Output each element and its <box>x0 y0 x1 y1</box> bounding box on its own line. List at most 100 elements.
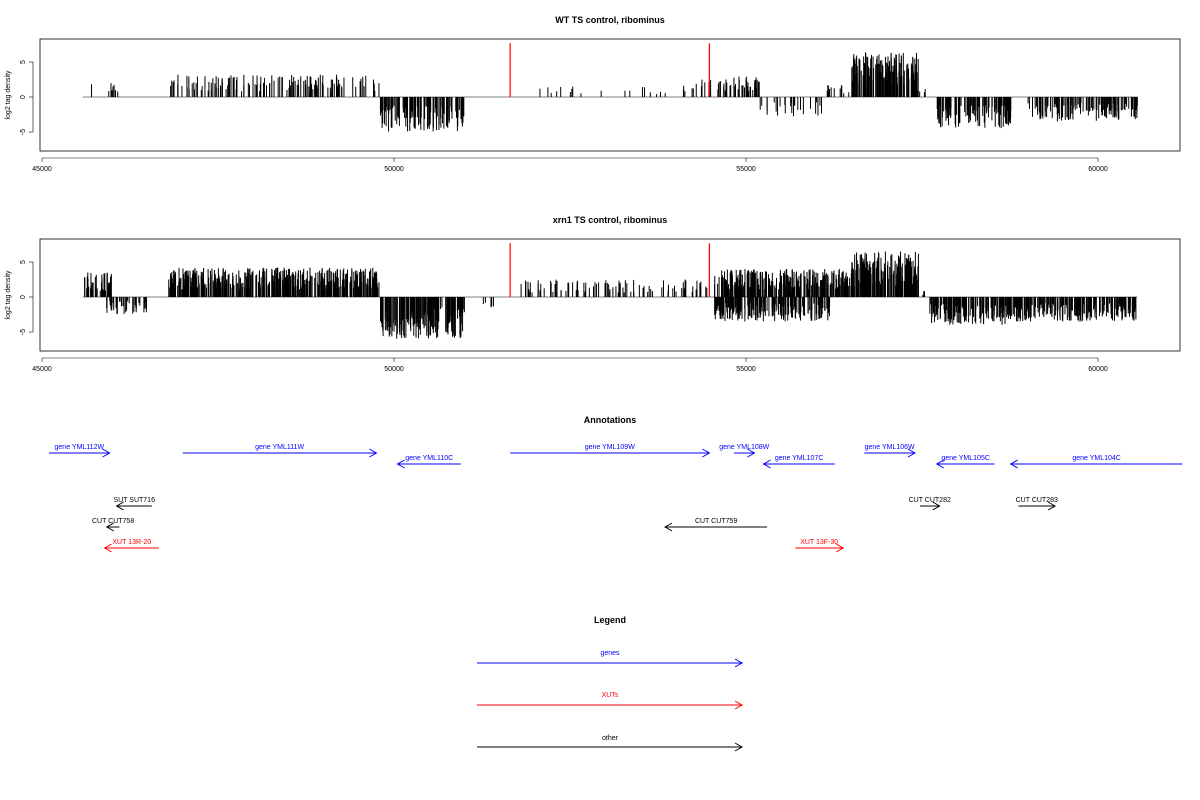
arrow-head-icon <box>747 448 756 458</box>
arrow-head-icon <box>105 522 115 532</box>
x-tick-label: 55000 <box>736 366 756 373</box>
panel-title: WT TS control, ribominus <box>555 15 665 25</box>
x-tick: 45000 <box>32 358 52 373</box>
y-axis: -5 0 5 <box>20 60 34 135</box>
arrow-head-icon <box>734 700 744 710</box>
feature-label: SUT SUT716 <box>113 497 155 504</box>
arrow-head-icon <box>762 459 771 469</box>
x-axis: 45000 50000 55000 60000 <box>32 157 1108 173</box>
feature-label: gene YML111W <box>255 444 304 451</box>
x-axis: 45000 50000 55000 60000 <box>32 357 1108 373</box>
annotation-other: CUT CUT759 <box>664 518 768 532</box>
annotation-gene: gene YML107C <box>762 455 835 469</box>
feature-label: CUT CUT758 <box>92 518 134 525</box>
annotation-xut: XUT 13F-30 <box>795 539 845 553</box>
signal-bars <box>82 243 1138 339</box>
y-tick-label: -5 <box>20 329 27 335</box>
annotation-gene: gene YML112W <box>49 444 111 458</box>
annotation-other: CUT CUT758 <box>92 518 134 532</box>
feature-label: gene YML112W <box>55 444 105 451</box>
x-tick: 60000 <box>1088 158 1108 173</box>
panel-title: xrn1 TS control, ribominus <box>553 215 668 225</box>
x-tick-label: 50000 <box>384 166 404 173</box>
feature-label: CUT CUT759 <box>695 518 737 525</box>
annotation-gene: gene YML108W <box>719 444 770 458</box>
arrow-head-icon <box>935 459 945 469</box>
arrow-head-icon <box>664 522 673 532</box>
y-tick: -5 <box>20 329 33 335</box>
arrow-head-icon <box>1047 501 1057 511</box>
annotation-features: gene YML112W gene YML111W gene YML110C gene… <box>49 444 1183 553</box>
legend-entry-xuts: XUTs <box>477 692 744 710</box>
y-tick: 5 <box>20 260 33 264</box>
annotation-xut: XUT 13R-20 <box>103 539 159 553</box>
arrow-head-icon <box>907 448 916 458</box>
arrow-head-icon <box>369 448 378 458</box>
plot-frame <box>39 38 1181 152</box>
annotation-gene: gene YML111W <box>182 444 378 458</box>
feature-label: gene YML108W <box>719 444 769 451</box>
annotation-other: CUT CUT282 <box>909 497 951 511</box>
y-tick: 5 <box>20 60 33 64</box>
y-tick-label: -5 <box>20 129 27 135</box>
y-tick: -5 <box>20 129 33 135</box>
arrow-head-icon <box>396 459 405 469</box>
feature-label: gene YML107C <box>775 455 824 462</box>
y-tick-label: 0 <box>20 295 27 299</box>
annotation-gene: gene YML105C <box>935 455 995 469</box>
annotation-gene: gene YML104C <box>1009 455 1183 469</box>
y-axis: -5 0 5 <box>20 260 34 335</box>
annotations-title: Annotations <box>584 415 637 425</box>
feature-label: gene YML105C <box>941 455 990 462</box>
annotation-other: SUT SUT716 <box>113 497 155 511</box>
x-tick: 50000 <box>384 358 404 373</box>
feature-label: gene YML106W <box>865 444 915 451</box>
arrow-head-icon <box>734 742 744 752</box>
x-tick: 50000 <box>384 158 404 173</box>
x-tick-label: 60000 <box>1088 166 1108 173</box>
x-tick: 55000 <box>736 358 756 373</box>
y-tick-label: 0 <box>20 95 27 99</box>
y-axis-label: log2 tag density <box>5 70 12 120</box>
feature-label: gene YML109W <box>585 444 635 451</box>
legend-title: Legend <box>594 615 626 625</box>
panel-xrn1: xrn1 TS control, ribominus log2 tag dens… <box>5 215 1181 373</box>
feature-label: CUT CUT282 <box>909 497 951 504</box>
annotation-other: CUT CUT283 <box>1016 497 1058 511</box>
panel-wt: WT TS control, ribominus log2 tag densit… <box>5 15 1181 173</box>
arrow-head-icon <box>115 501 124 511</box>
arrow-head-icon <box>932 501 941 511</box>
legend-label: other <box>602 735 619 742</box>
y-tick: 0 <box>20 295 33 299</box>
feature-label: gene YML104C <box>1072 455 1121 462</box>
arrow-head-icon <box>835 543 845 553</box>
arrow-head-icon <box>1009 459 1018 469</box>
x-tick-label: 60000 <box>1088 366 1108 373</box>
y-tick-label: 5 <box>20 60 27 64</box>
x-tick-label: 55000 <box>736 166 756 173</box>
legend-entry-genes: genes <box>477 650 744 668</box>
legend-label: XUTs <box>602 692 619 699</box>
y-axis-label: log2 tag density <box>5 270 12 320</box>
y-tick: 0 <box>20 95 33 99</box>
feature-label: CUT CUT283 <box>1016 497 1058 504</box>
signal-bars <box>82 43 1138 132</box>
feature-label: gene YML110C <box>405 455 453 462</box>
x-tick-label: 45000 <box>32 166 52 173</box>
annotation-gene: gene YML106W <box>864 444 916 458</box>
x-tick: 45000 <box>32 158 52 173</box>
x-tick-label: 45000 <box>32 366 52 373</box>
arrow-head-icon <box>103 543 112 553</box>
arrow-head-icon <box>702 448 711 458</box>
x-tick: 55000 <box>736 158 756 173</box>
plot-frame <box>39 238 1181 352</box>
feature-label: XUT 13F-30 <box>800 539 838 546</box>
arrow-head-icon <box>734 658 744 668</box>
legend: Legend genes XUTs other <box>477 615 744 752</box>
annotation-gene: gene YML110C <box>396 455 461 469</box>
legend-entry-other: other <box>477 735 744 752</box>
annotation-gene: gene YML109W <box>510 444 711 458</box>
arrow-head-icon <box>102 448 111 458</box>
